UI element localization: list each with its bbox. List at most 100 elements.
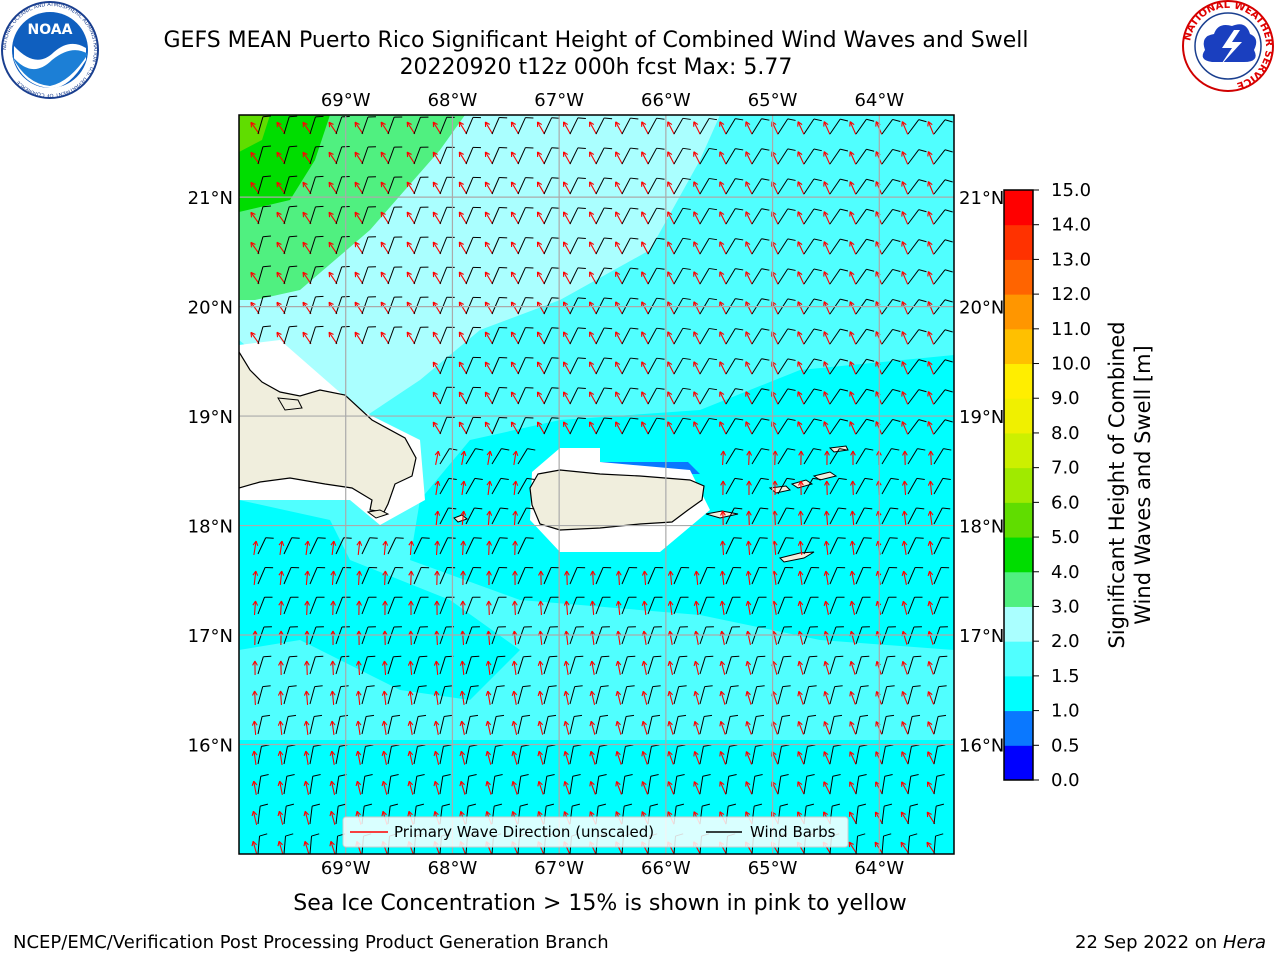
wave-direction-arrow [719, 121, 727, 135]
wave-direction-arrow [641, 361, 649, 375]
wind-barb-flag [678, 685, 687, 688]
wave-arrow-head [278, 570, 285, 576]
wind-barb-flag [866, 358, 875, 362]
vector-glyph [406, 146, 429, 165]
wave-arrow-head [381, 690, 388, 696]
wave-direction-arrow [721, 570, 725, 586]
wave-direction-arrow [721, 540, 725, 556]
wind-barb-shaft [751, 118, 762, 135]
wind-barb-shaft [829, 118, 841, 135]
wave-direction-arrow [615, 151, 623, 165]
wind-barb-flag [549, 655, 558, 658]
wind-barb-flag [735, 448, 744, 451]
wave-direction-arrow [797, 331, 805, 345]
wind-barb-flag [469, 714, 479, 717]
wind-barb-flag [366, 685, 375, 688]
wind-barb-flag [729, 714, 739, 717]
wind-barb-shaft [387, 326, 395, 345]
wind-barb-shaft [595, 597, 603, 615]
wind-barb-flag [630, 177, 639, 180]
wave-arrow-head [797, 151, 803, 157]
wind-barb-shaft [257, 537, 267, 555]
wave-arrow-head [849, 391, 855, 397]
wind-barb-shaft [933, 507, 943, 525]
wave-direction-arrow [302, 181, 312, 195]
wind-barb-shaft [803, 388, 815, 405]
wind-barb-shaft [335, 296, 343, 315]
wave-arrow-head [484, 361, 490, 368]
wave-direction-arrow [279, 781, 283, 795]
lon-label-top: 66°W [641, 90, 691, 111]
wind-barb-shaft [283, 716, 289, 735]
wave-arrow-head [355, 690, 362, 696]
wave-direction-arrow [406, 241, 416, 255]
wind-barb-flag [892, 358, 901, 362]
wind-barb-shaft [595, 357, 605, 375]
wave-direction-arrow [693, 211, 701, 225]
wind-barb-flag [708, 117, 718, 121]
wind-barb-shaft [699, 388, 710, 405]
wind-barb-shaft [387, 296, 395, 315]
wave-arrow-head [276, 181, 282, 188]
wind-barb-shaft [465, 147, 474, 165]
vector-glyph [901, 774, 919, 795]
wind-barb-shaft [699, 418, 710, 435]
wind-barb-shaft [881, 686, 888, 705]
wind-barb-shaft [439, 448, 450, 465]
vector-glyph [823, 418, 849, 435]
wave-arrow-head [563, 660, 570, 666]
vector-glyph [823, 744, 842, 765]
wind-barb-flag [731, 655, 740, 658]
wave-arrow-head [563, 211, 569, 217]
wind-barb-shaft [933, 478, 944, 495]
wind-barb-shaft [933, 269, 946, 285]
wind-barb-flag [703, 744, 712, 747]
wave-direction-arrow [849, 151, 857, 165]
wind-barb-shaft [413, 297, 421, 315]
wave-direction-arrow [328, 331, 338, 345]
wind-barb-flag [604, 357, 613, 360]
wave-arrow-head [901, 600, 908, 607]
vector-glyph [615, 147, 639, 165]
wave-direction-arrow [927, 331, 935, 345]
wind-barb-flag [761, 328, 770, 331]
wind-barb-flag [262, 265, 271, 268]
wave-direction-arrow [279, 750, 283, 766]
wave-arrow-head [252, 600, 259, 606]
wind-barb-flag [289, 325, 298, 328]
wave-direction-arrow [537, 121, 545, 135]
nws-logo: NATIONAL WEATHER SERVICE [1182, 0, 1274, 92]
wind-barb-shaft [751, 537, 761, 555]
wave-direction-arrow [484, 181, 494, 195]
wave-arrow-head [823, 151, 829, 157]
wave-direction-arrow [719, 271, 727, 285]
wave-direction-arrow [823, 211, 831, 225]
wave-direction-arrow [539, 600, 543, 616]
vector-glyph [277, 774, 295, 795]
wave-direction-arrow [901, 241, 909, 255]
wave-direction-arrow [695, 631, 699, 645]
wave-arrow-head [641, 151, 647, 157]
wave-arrow-head [330, 540, 337, 546]
wave-direction-arrow [458, 301, 468, 315]
wind-barb-flag [313, 714, 323, 717]
wind-barb-flag [918, 239, 927, 243]
wave-arrow-head [278, 660, 284, 666]
wind-barb-shaft [725, 507, 735, 525]
wind-barb-flag [913, 655, 922, 658]
wind-barb-shaft [595, 327, 605, 345]
wave-arrow-head [510, 361, 517, 367]
wave-direction-arrow [849, 751, 857, 765]
wave-direction-arrow [253, 541, 257, 555]
wind-barb-shaft [621, 177, 631, 195]
wave-arrow-head [354, 151, 360, 158]
wave-arrow-head [485, 810, 491, 817]
wave-direction-arrow [253, 570, 257, 586]
wave-arrow-head [485, 720, 492, 727]
wind-barb-flag [892, 298, 901, 302]
wind-barb-flag [918, 269, 927, 273]
wave-direction-arrow [460, 781, 466, 795]
wave-arrow-head [746, 510, 752, 516]
wind-barb-flag [630, 237, 639, 240]
wind-barb-flag [728, 803, 737, 807]
